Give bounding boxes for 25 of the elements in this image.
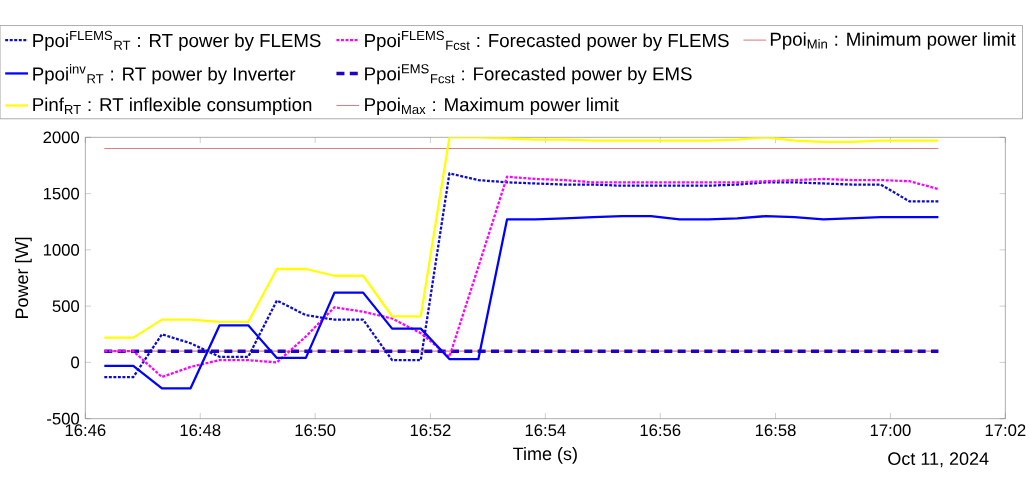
text: Oct 11, 2024 xyxy=(888,452,989,468)
legend-label: Ppoi$^{inv}$$_{RT}$ : RT power by Inverter xyxy=(33,64,296,85)
y-tick-label: 1000 xyxy=(43,243,80,256)
x-axis-title: Time (s) xyxy=(513,446,577,464)
legend-label: Ppoi$_{Min}$ : Minimum power limit xyxy=(770,32,1016,50)
x-tick-label: 16:58 xyxy=(755,424,796,437)
legend-label: Ppoi$^{EMS}$$_{Fcst}$ : Forecasted power by EMS xyxy=(365,64,692,85)
x-tick-label: 16:48 xyxy=(180,424,221,437)
y-axis-title: Power [W] xyxy=(14,237,32,319)
x-tick-label: 17:02 xyxy=(985,424,1026,437)
y-tick-label: 500 xyxy=(52,300,80,313)
x-tick-label: 16:56 xyxy=(640,424,681,437)
x-tick-label: 16:52 xyxy=(410,424,451,437)
x-tick-label: 16:46 xyxy=(65,424,106,437)
legend-label: Pinf$_{RT}$ : RT inflexible consumption xyxy=(33,97,312,115)
x-tick-label: 16:54 xyxy=(525,424,566,437)
legend-label: Ppoi$^{FLEMS}$$_{RT}$ : RT power by FLEMS xyxy=(33,30,321,51)
y-tick-label: 0 xyxy=(71,356,80,369)
legend-label: Ppoi$^{FLEMS}$$_{Fcst}$ : Forecasted power by FLEMS xyxy=(365,30,729,51)
y-tick-label: 1500 xyxy=(43,187,80,200)
y-tick-label: 2000 xyxy=(43,131,80,144)
x-tick-label: 16:50 xyxy=(295,424,336,437)
x-tick-label: 17:00 xyxy=(870,424,911,437)
legend-label: Ppoi$_{Max}$ : Maximum power limit xyxy=(365,97,619,115)
y-tick-label: -500 xyxy=(47,412,80,425)
